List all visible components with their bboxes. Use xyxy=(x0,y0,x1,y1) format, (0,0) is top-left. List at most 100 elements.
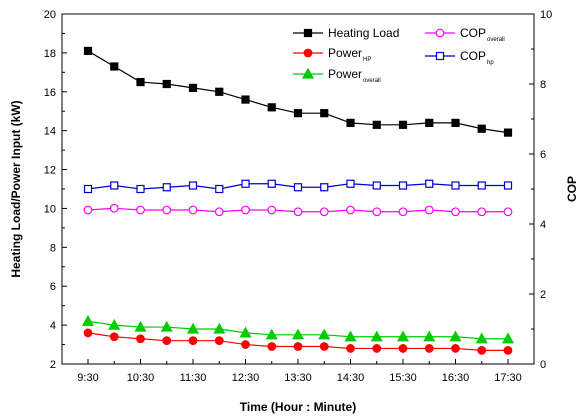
data-point xyxy=(396,330,410,342)
y-left-tick-label: 2 xyxy=(50,359,56,371)
data-point xyxy=(477,207,487,217)
x-tick-label: 9:30 xyxy=(77,372,98,384)
legend-label-subscript: HP xyxy=(363,57,371,63)
data-point xyxy=(293,342,303,351)
data-point xyxy=(501,332,515,344)
data-point xyxy=(83,46,93,56)
x-tick-label: 11:30 xyxy=(180,372,207,384)
data-point xyxy=(241,205,250,215)
data-point xyxy=(293,183,303,192)
data-point xyxy=(451,118,460,127)
y-left-tick-label: 10 xyxy=(44,203,56,215)
y-left-tick-label: 18 xyxy=(44,48,56,60)
legend-item-0: Heating Load xyxy=(293,26,399,40)
data-point xyxy=(265,328,278,340)
y-left-tick-label: 12 xyxy=(44,165,56,177)
y-axis-right-title: COP xyxy=(565,176,579,202)
data-point xyxy=(188,181,198,190)
data-point xyxy=(346,205,355,215)
data-point xyxy=(423,330,436,342)
legend-label-subscript: hp xyxy=(487,60,494,66)
legend-label: Heating Load xyxy=(328,26,399,40)
data-point xyxy=(372,120,381,129)
data-point xyxy=(451,207,460,217)
data-point xyxy=(136,77,145,87)
data-point xyxy=(293,207,303,217)
series-1 xyxy=(83,328,513,355)
data-point xyxy=(346,344,355,353)
data-point xyxy=(475,332,488,344)
data-point xyxy=(319,207,329,217)
data-point xyxy=(81,314,95,326)
data-point xyxy=(241,95,250,104)
series-2 xyxy=(81,314,515,344)
data-point xyxy=(372,344,382,353)
legend-label-subscript: overall xyxy=(363,78,381,84)
legend-item-1: Power HP xyxy=(293,46,371,63)
data-point xyxy=(503,345,513,355)
y-right-tick-label: 8 xyxy=(540,79,546,91)
data-point xyxy=(215,184,224,194)
data-point xyxy=(477,124,486,133)
x-tick-label: 16:30 xyxy=(442,372,470,384)
data-point xyxy=(451,344,460,353)
legend-label: COP xyxy=(460,26,486,40)
data-point xyxy=(425,179,434,188)
data-point xyxy=(503,128,513,137)
legend-marker xyxy=(301,67,315,79)
data-point xyxy=(320,183,329,192)
data-point xyxy=(370,330,383,342)
data-point xyxy=(134,320,147,332)
data-point xyxy=(109,332,119,342)
x-tick-label: 13:30 xyxy=(284,372,312,384)
series-0 xyxy=(83,46,513,137)
x-tick-label: 10:30 xyxy=(127,372,155,384)
data-point xyxy=(162,183,171,192)
series-line xyxy=(87,50,509,134)
data-point xyxy=(186,322,200,334)
y-right-tick-label: 10 xyxy=(540,9,552,21)
data-point xyxy=(215,87,224,96)
series-3 xyxy=(83,203,513,217)
y-right-tick-label: 2 xyxy=(540,289,546,301)
data-point xyxy=(110,62,119,71)
data-point xyxy=(109,203,119,213)
legend-label: COP xyxy=(460,49,486,63)
data-point xyxy=(346,118,355,127)
data-point xyxy=(83,184,93,194)
x-tick-label: 17:30 xyxy=(494,372,522,384)
data-point xyxy=(241,340,250,349)
x-tick-label: 15:30 xyxy=(389,372,417,384)
data-point xyxy=(320,109,329,118)
data-point xyxy=(346,179,355,188)
data-point xyxy=(291,328,305,340)
data-point xyxy=(503,181,513,190)
legend-label: Power xyxy=(328,46,362,60)
data-point xyxy=(108,318,121,330)
data-point xyxy=(449,330,462,342)
y-right-tick-label: 6 xyxy=(540,149,546,161)
data-point xyxy=(451,181,460,190)
data-point xyxy=(318,328,331,340)
data-point xyxy=(162,205,172,215)
data-point xyxy=(83,205,93,215)
data-point xyxy=(136,334,145,344)
data-point xyxy=(293,109,303,118)
data-point xyxy=(213,322,226,334)
y-right-tick-label: 4 xyxy=(540,219,546,231)
data-point xyxy=(162,336,172,346)
data-point xyxy=(110,181,119,190)
x-axis-title: Time (Hour : Minute) xyxy=(240,400,356,414)
y-left-tick-label: 20 xyxy=(44,9,56,21)
y-axis-left-title: Heating Load/Power Input (kW) xyxy=(9,100,23,277)
y-left-tick-label: 6 xyxy=(50,281,56,293)
y-left-tick-label: 4 xyxy=(50,320,56,332)
y-left-tick-label: 16 xyxy=(44,87,56,99)
data-point xyxy=(477,181,486,190)
data-point xyxy=(398,120,408,129)
data-point xyxy=(160,320,173,332)
data-point xyxy=(372,207,382,217)
legend-item-3: COP overall xyxy=(425,26,505,43)
